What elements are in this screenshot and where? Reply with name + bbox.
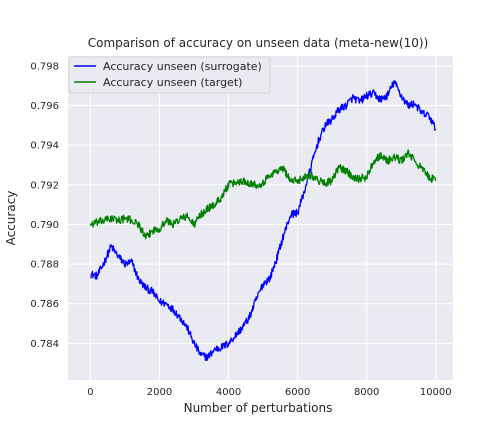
plot-background <box>68 56 453 380</box>
legend-label-surrogate: Accuracy unseen (surrogate) <box>103 60 262 73</box>
x-tick-label: 6000 <box>285 387 310 398</box>
legend: Accuracy unseen (surrogate) Accuracy uns… <box>68 56 271 94</box>
y-tick-label: 0.788 <box>30 260 59 271</box>
x-tick-label: 2000 <box>147 387 172 398</box>
y-tick-label: 0.792 <box>30 180 59 191</box>
legend-label-target: Accuracy unseen (target) <box>103 76 242 89</box>
y-tick-label: 0.794 <box>30 141 59 152</box>
series-line-target <box>89 149 437 240</box>
x-axis-label: Number of perturbations <box>184 401 333 415</box>
legend-box <box>68 56 271 94</box>
x-tick-label: 0 <box>87 387 93 398</box>
y-tick-label: 0.786 <box>30 299 59 310</box>
x-tick-label: 4000 <box>216 387 241 398</box>
series-layer <box>89 80 437 361</box>
x-tick-labels: 0 2000 4000 6000 8000 10000 <box>87 387 451 398</box>
y-tick-labels: 0.784 0.786 0.788 0.790 0.792 0.794 0.796 0.798 <box>30 61 59 349</box>
y-tick-label: 0.784 <box>30 339 59 350</box>
x-tick-label: 10000 <box>420 387 452 398</box>
y-tick-label: 0.798 <box>30 61 59 72</box>
y-tick-label: 0.790 <box>30 220 59 231</box>
y-tick-label: 0.796 <box>30 101 59 112</box>
y-axis-label: Accuracy <box>4 191 18 246</box>
series-line-surrogate <box>90 80 437 361</box>
x-tick-label: 8000 <box>354 387 379 398</box>
chart-title: Comparison of accuracy on unseen data (m… <box>88 36 429 50</box>
